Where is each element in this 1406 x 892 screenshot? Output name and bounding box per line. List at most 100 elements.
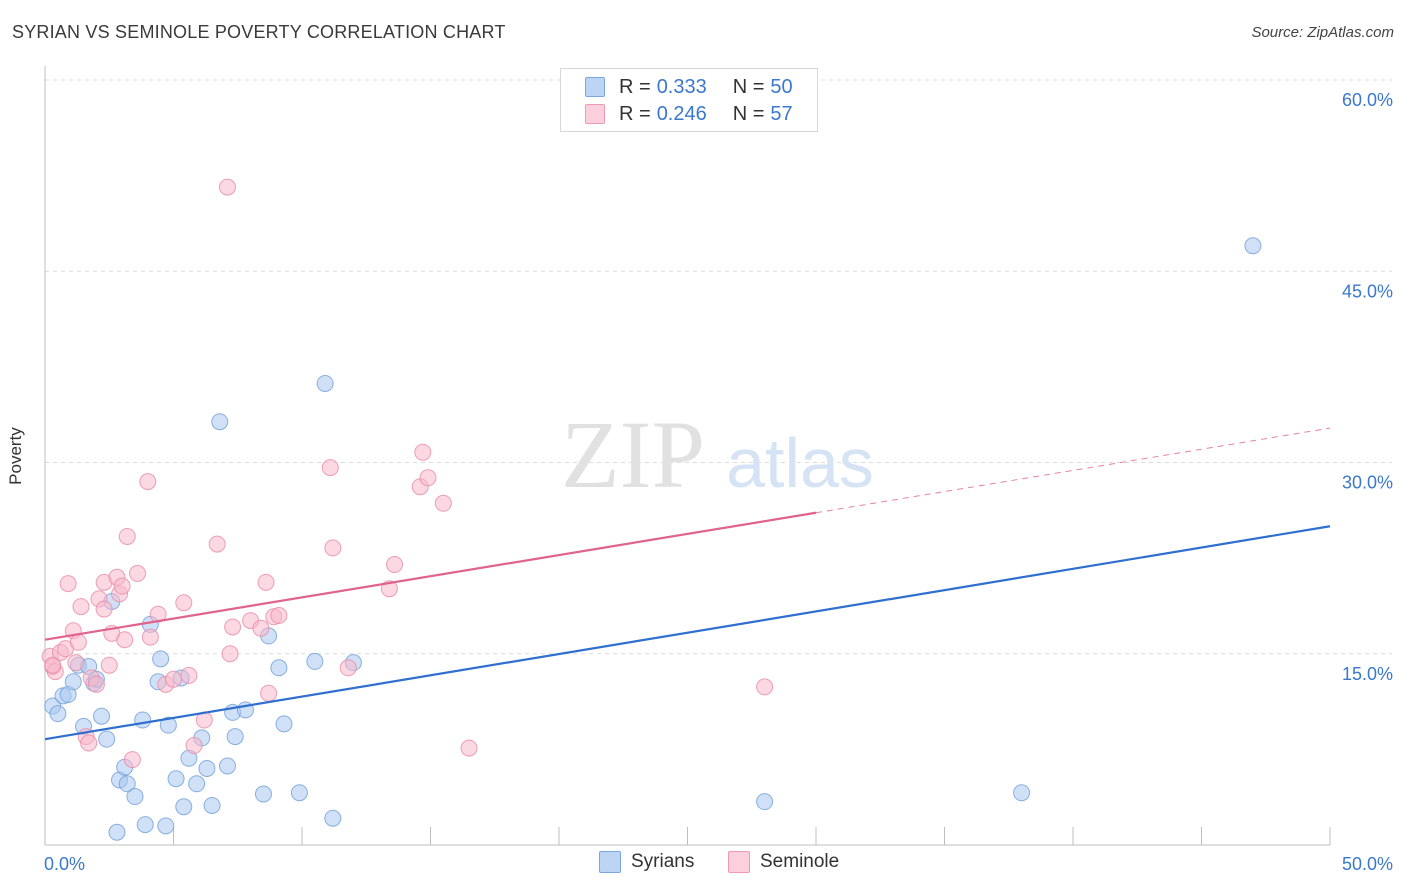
syrians-point bbox=[188, 775, 206, 793]
seminole-point bbox=[460, 739, 478, 757]
seminole-point bbox=[221, 645, 239, 663]
syrians-point bbox=[175, 798, 193, 816]
syrians-point bbox=[290, 784, 308, 802]
syrians-point bbox=[49, 705, 67, 723]
seminole-point bbox=[260, 684, 278, 702]
syrians-point bbox=[198, 760, 216, 777]
syrians-point bbox=[254, 785, 272, 803]
syrians-point bbox=[64, 673, 82, 691]
seminole-point bbox=[165, 670, 182, 688]
syrians-point bbox=[324, 809, 342, 827]
seminole-point bbox=[224, 618, 242, 636]
syrians-point bbox=[316, 374, 334, 392]
seminole-point bbox=[208, 535, 226, 553]
seminole-point bbox=[113, 577, 131, 595]
syrians-legend-label: Syrians bbox=[631, 851, 695, 872]
seminole-point bbox=[257, 573, 275, 591]
legend-row-seminole: R = 0.246 N = 57 bbox=[585, 103, 793, 125]
syrians-point bbox=[134, 711, 152, 729]
seminole-point bbox=[756, 678, 774, 696]
seminole-point bbox=[80, 734, 98, 752]
tick-labels: 15.0% 30.0% 45.0% 60.0% 0.0% 50.0% bbox=[44, 90, 1393, 874]
syrians-n-value: 50 bbox=[770, 75, 793, 98]
trend-lines bbox=[44, 427, 1331, 741]
seminole-point bbox=[419, 469, 437, 487]
syrians-point bbox=[118, 775, 136, 793]
syrians-point bbox=[1244, 237, 1262, 255]
syrians-point bbox=[136, 816, 154, 834]
r-label: R = bbox=[619, 102, 651, 125]
y-tick-label: 30.0% bbox=[1342, 473, 1393, 493]
seminole-point bbox=[95, 600, 113, 618]
syrians-point bbox=[108, 823, 126, 841]
seminole-point bbox=[324, 539, 342, 557]
n-label: N = bbox=[732, 102, 765, 125]
seminole-point bbox=[175, 594, 193, 612]
seminole-point bbox=[180, 666, 198, 684]
seminole-point bbox=[59, 575, 77, 593]
y-tick-label: 15.0% bbox=[1342, 664, 1393, 684]
seminole-legend-label: Seminole bbox=[760, 851, 840, 872]
syrians-r-value: 0.333 bbox=[656, 75, 707, 98]
syrians-point bbox=[159, 716, 177, 734]
legend-item-seminole[interactable]: Seminole bbox=[728, 851, 839, 873]
seminole-n-value: 57 bbox=[770, 102, 793, 125]
syrians-point bbox=[306, 652, 324, 670]
chart-title: SYRIAN VS SEMINOLE POVERTY CORRELATION C… bbox=[12, 22, 506, 42]
syrians-point bbox=[1013, 784, 1031, 802]
grid-lines bbox=[45, 79, 1392, 655]
syrians-point bbox=[275, 715, 293, 733]
seminole-point bbox=[67, 654, 85, 672]
seminole-point bbox=[141, 628, 159, 646]
seminole-point bbox=[149, 605, 167, 623]
seminole-point bbox=[129, 564, 147, 582]
seminole-point bbox=[321, 459, 339, 477]
syrians-point bbox=[756, 793, 774, 811]
syrians-point bbox=[126, 788, 144, 806]
seminole-trend-extension bbox=[815, 427, 1331, 514]
r-label: R = bbox=[619, 75, 651, 98]
y-tick-label: 60.0% bbox=[1342, 90, 1393, 110]
seminole-point bbox=[414, 443, 432, 461]
seminole-point bbox=[252, 619, 270, 637]
syrians-point bbox=[226, 728, 244, 746]
axes bbox=[44, 66, 1331, 846]
seminole-point bbox=[218, 178, 236, 196]
source-credit: Source: ZipAtlas.com bbox=[1251, 24, 1394, 41]
syrians-point bbox=[218, 757, 236, 775]
seminole-swatch bbox=[585, 104, 605, 124]
scatter-points bbox=[41, 178, 1262, 841]
n-label: N = bbox=[732, 75, 765, 98]
legend-item-syrians[interactable]: Syrians bbox=[599, 851, 694, 873]
seminole-point bbox=[100, 656, 118, 674]
seminole-point bbox=[139, 473, 157, 491]
seminole-point bbox=[118, 527, 136, 545]
seminole-point bbox=[69, 633, 87, 651]
seminole-point bbox=[185, 737, 203, 755]
seminole-point bbox=[123, 751, 141, 769]
y-tick-label: 45.0% bbox=[1342, 281, 1393, 301]
syrians-point bbox=[93, 707, 111, 725]
watermark-atlas: atlas bbox=[726, 424, 874, 502]
watermark-zip: ZIP bbox=[561, 401, 705, 508]
stats-legend: R = 0.333 N = 50 R = 0.246 N = 57 bbox=[560, 68, 818, 132]
syrians-trend-line bbox=[44, 525, 1331, 741]
legend-row-syrians: R = 0.333 N = 50 bbox=[585, 76, 793, 98]
seminole-point bbox=[116, 631, 134, 649]
syrians-legend-swatch bbox=[599, 851, 621, 873]
seminole-point bbox=[72, 598, 90, 616]
x-tick-label: 0.0% bbox=[44, 854, 85, 874]
seminole-point bbox=[44, 656, 62, 674]
seminole-legend-swatch bbox=[728, 851, 750, 873]
syrians-point bbox=[157, 817, 175, 835]
syrians-point bbox=[167, 770, 185, 788]
syrians-point bbox=[211, 413, 229, 431]
seminole-point bbox=[270, 607, 288, 624]
seminole-point bbox=[339, 659, 357, 677]
seminole-r-value: 0.246 bbox=[656, 102, 707, 125]
seminole-point bbox=[87, 675, 105, 693]
syrians-point bbox=[270, 659, 288, 677]
syrians-point bbox=[98, 730, 116, 748]
x-tick-label: 50.0% bbox=[1342, 854, 1393, 874]
